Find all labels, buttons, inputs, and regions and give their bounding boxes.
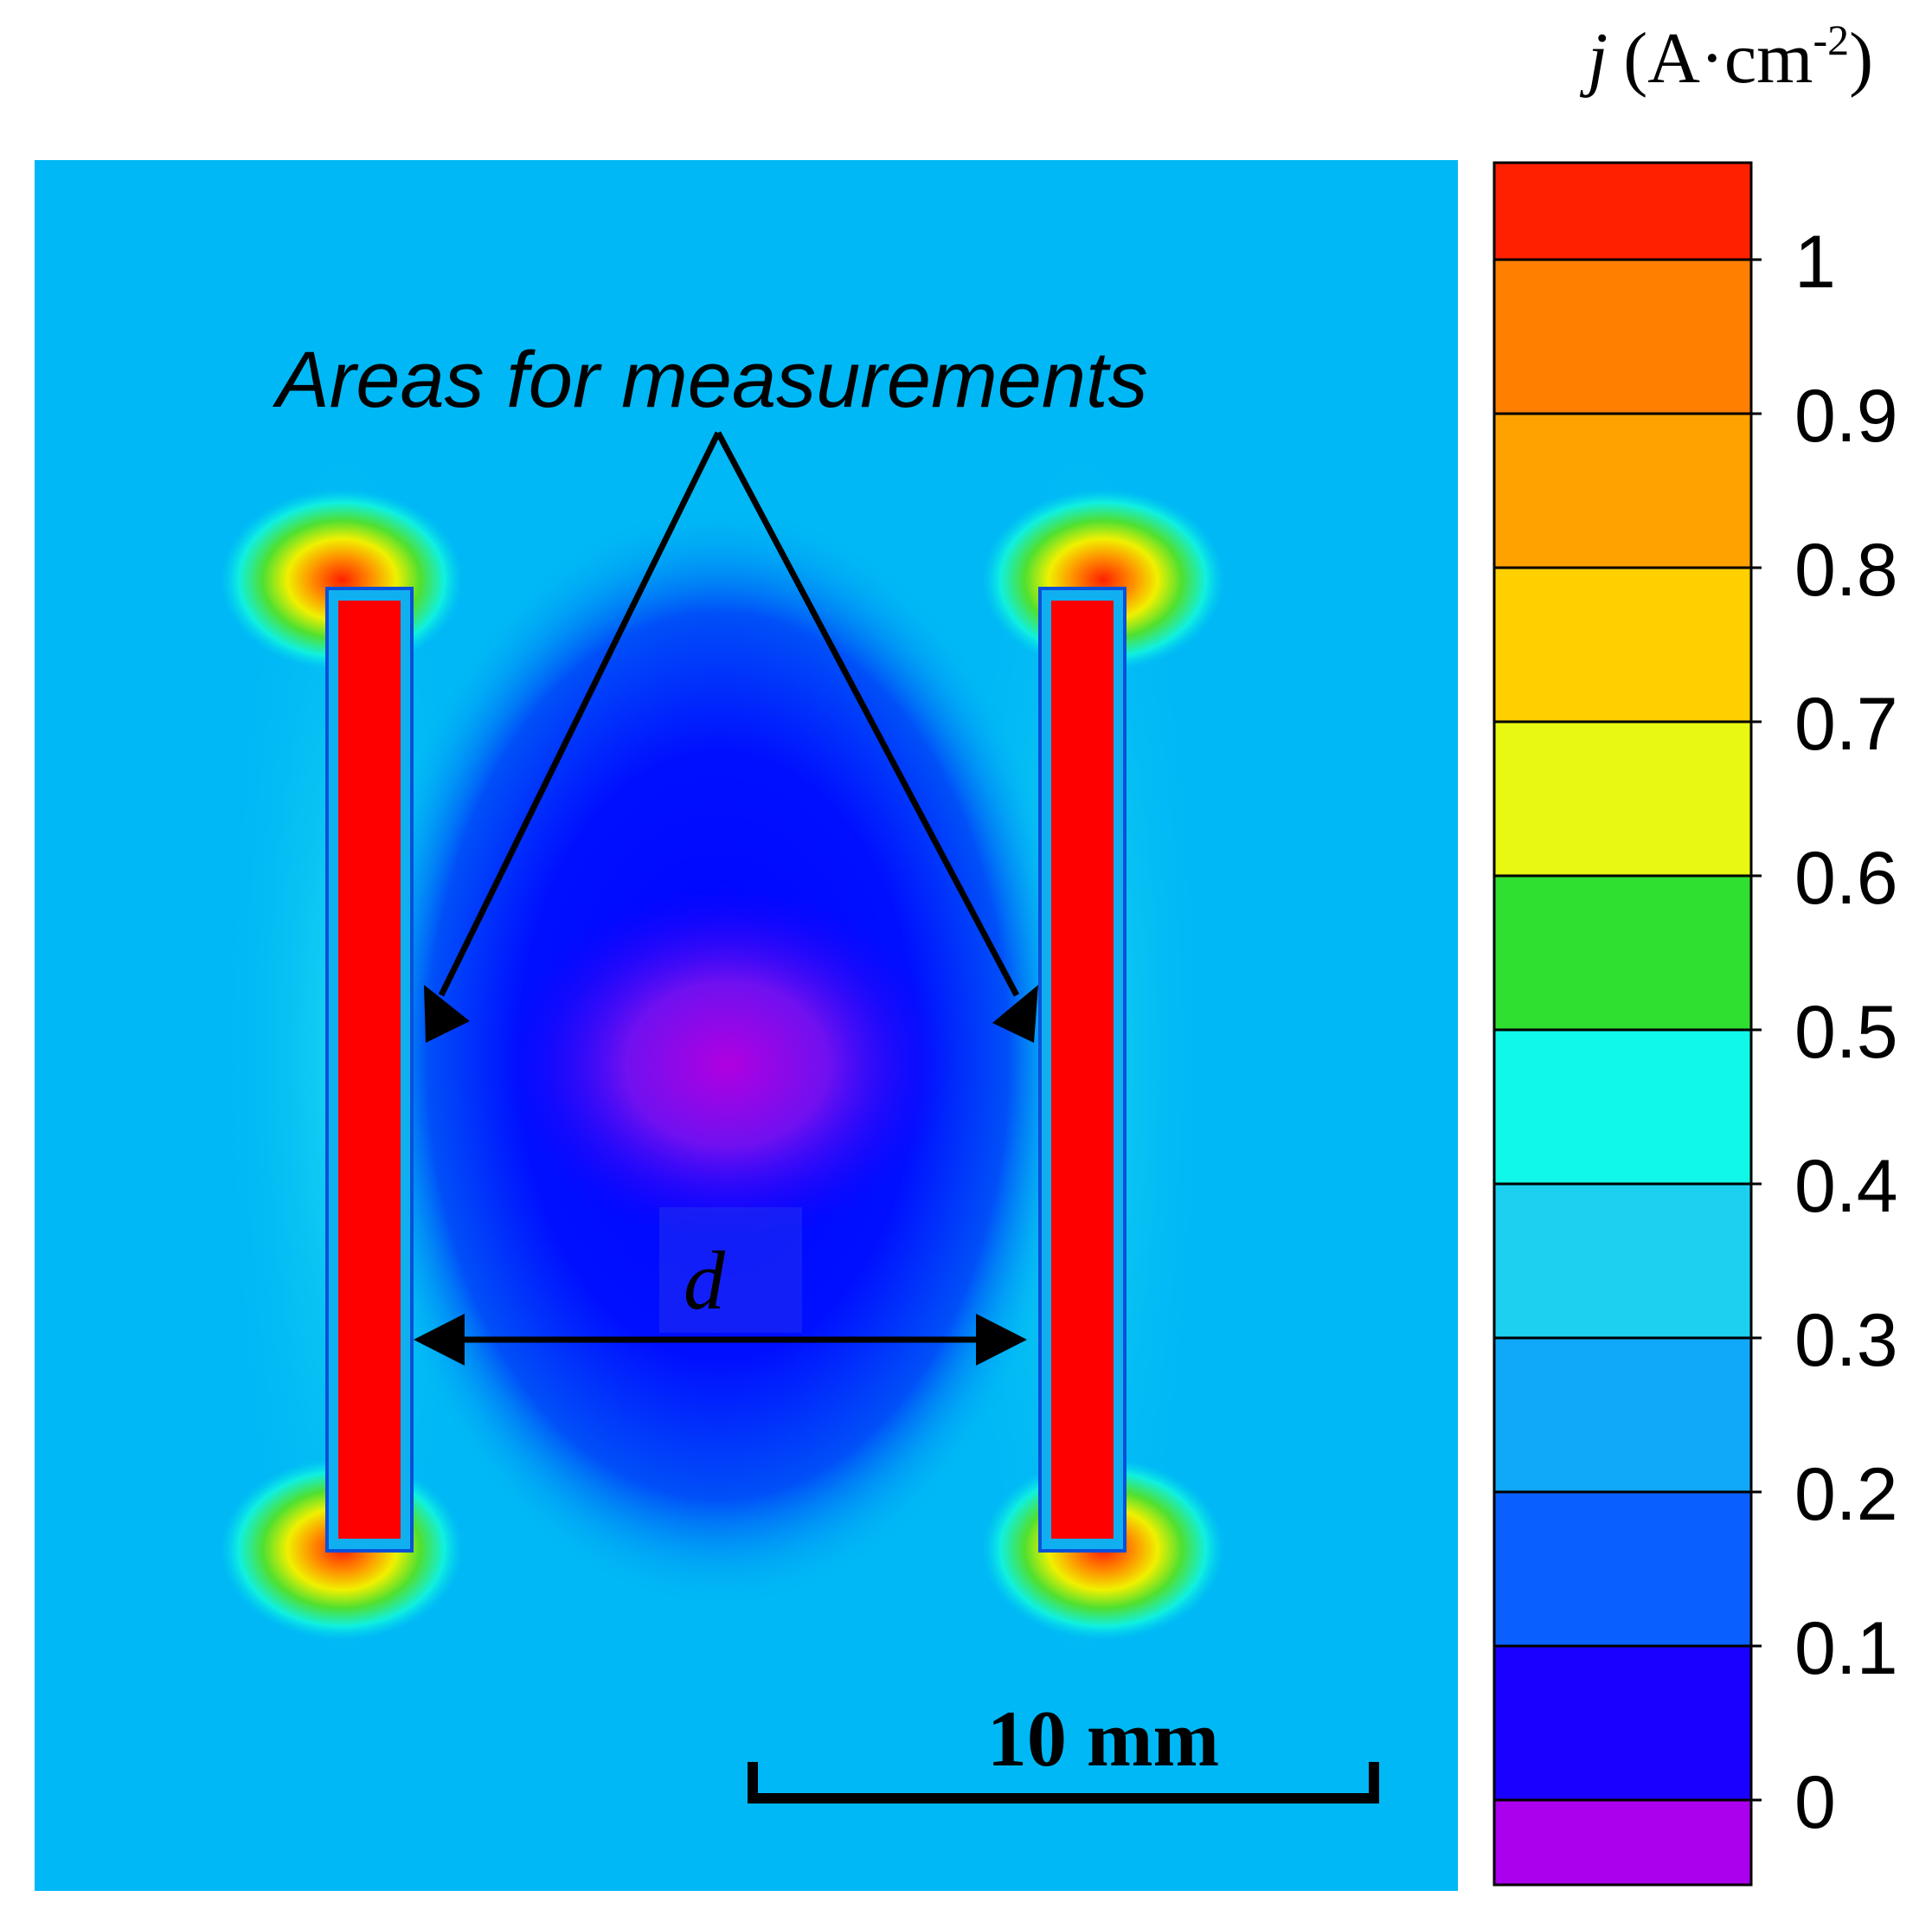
minimum-density-spot [502,883,952,1246]
colorbar-band [1494,260,1751,414]
colorbar-tick-label: 0.7 [1794,683,1898,766]
distance-label: d [684,1234,726,1327]
simulation-field [35,160,1458,1891]
colorbar-frame [1492,161,1753,1887]
colorbar-tick-label: 0.8 [1794,529,1898,612]
colorbar-band [1494,1800,1751,1885]
right-electrode [1038,587,1126,1553]
colorbar-tick-label: 0.4 [1794,1145,1898,1228]
scale-bar-label: 10 mm [987,1694,1219,1783]
colorbar-tick-label: 0.9 [1794,375,1898,458]
colorbar-band [1494,163,1751,260]
colorbar-tick-label: 0.1 [1794,1607,1898,1690]
left-electrode [325,587,414,1553]
colorbar-band [1494,414,1751,568]
colorbar-band [1494,1030,1751,1184]
colorbar-symbol: j [1580,18,1608,99]
colorbar-tick-label: 0.5 [1794,991,1898,1074]
colorbar-tick-label: 0.3 [1794,1299,1898,1382]
colorbar-band [1494,1338,1751,1492]
colorbar-band [1494,1184,1751,1338]
distance-label-box [659,1207,802,1333]
colorbar-tick-label: 0.6 [1794,837,1898,920]
left-arrowhead [424,985,470,1043]
colorbar-unit-close: ) [1849,18,1873,99]
scale-bar [748,1762,1379,1803]
measurement-arrows [424,431,1038,1043]
colorbar-unit: (A·cm [1623,18,1813,99]
right-arrowhead [992,985,1038,1043]
colorbar-tick-label: 0 [1794,1761,1836,1844]
colorbar-band [1494,1646,1751,1800]
colorbar-band [1494,722,1751,876]
colorbar-unit-exponent: -2 [1813,16,1849,64]
colorbar-tick-label: 0.2 [1794,1453,1898,1536]
colorbar: 0 0.1 0.2 0.3 0.4 0.5 0.6 0.7 0.8 0.9 1 [1492,161,1898,1887]
colorbar-band [1494,876,1751,1030]
colorbar-tick-label: 1 [1794,221,1836,304]
measurement-areas-label: Areas for measurements [272,336,1147,424]
colorbar-title: j (A·cm-2) [1580,16,1873,99]
colorbar-band [1494,1492,1751,1646]
colorbar-band [1494,568,1751,722]
distance-arrow [414,1314,1027,1366]
